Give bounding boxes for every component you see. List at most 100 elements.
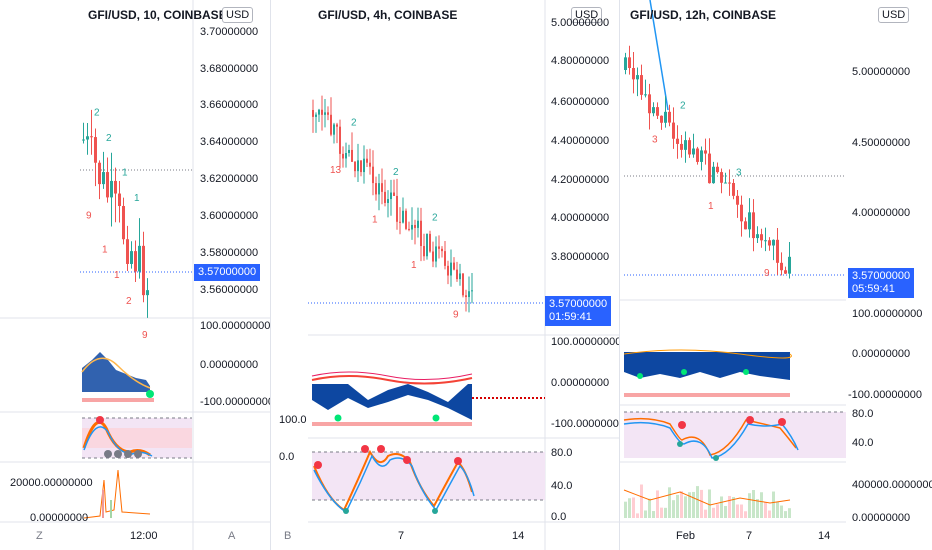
candle-body (106, 172, 109, 198)
price-tick: 4.60000000 (551, 96, 610, 108)
price-tick: 5.00000000 (551, 17, 610, 29)
candle-body (122, 206, 125, 240)
volume-bar (740, 504, 743, 518)
pane-divider[interactable] (270, 0, 271, 550)
td-count-label: 3 (736, 167, 742, 178)
candle-body (414, 224, 416, 228)
volume-tick: 0.00000000 (852, 512, 911, 524)
candle-body (315, 114, 317, 117)
candle-body (708, 153, 711, 184)
volume-bar (672, 500, 675, 518)
volume-bar (716, 504, 719, 518)
candle-body (656, 107, 659, 116)
candle-body (417, 220, 419, 228)
volume-12h (623, 484, 791, 518)
volume-bar (692, 491, 695, 518)
volume-bar (704, 509, 707, 518)
last-price-label: 3.57000000 05:59:41 (848, 268, 915, 298)
candle-body (468, 291, 470, 298)
osc-tick: 100.00000000 (200, 320, 270, 332)
candle-body (441, 248, 443, 252)
osc-tick: 0.00000000 (200, 359, 259, 371)
td-count-label: 2 (432, 213, 438, 224)
volume-bar (768, 510, 771, 518)
candle-body (312, 110, 314, 117)
candle-body (732, 183, 735, 196)
osc-tick: 0.00000000 (852, 348, 911, 360)
candle-body (82, 139, 85, 141)
pane-divider[interactable] (619, 0, 620, 550)
volume-bar (764, 502, 767, 518)
candles-4h: 13 2 1 2 1 2 9 (312, 95, 473, 320)
price-tick: 4.80000000 (551, 55, 610, 67)
candle-body (672, 122, 675, 139)
stoch-tick: 80.0 (852, 408, 874, 420)
candle-body (676, 138, 679, 144)
candle-body (408, 228, 410, 230)
stoch-tick: 0.0 (279, 451, 295, 463)
currency-button-1[interactable]: USD (222, 7, 254, 23)
currency-button-2[interactable]: USD (571, 7, 603, 23)
candle-body (684, 140, 687, 150)
volume-bar (652, 511, 655, 518)
candle-body (692, 148, 695, 155)
chart-pane-10m[interactable]: 9 2 1 2 1 1 2 1 9 GFI/USD, 10, COINBASE USD (0, 0, 270, 550)
candle-body (327, 112, 329, 115)
volume-bar (660, 507, 663, 518)
candle-body (381, 183, 383, 192)
chart-pane-12h[interactable]: 3 2 1 3 9 GFI/USD, 12h, COINBASE Feb 7 14 (620, 0, 846, 550)
price-tick: 4.20000000 (551, 174, 610, 186)
candle-body (740, 204, 743, 222)
last-price-label: 3.57000000 01:59:41 (545, 296, 612, 326)
volume-bar (668, 487, 671, 518)
candle-body (357, 160, 359, 172)
price-tick: 3.66000000 (200, 99, 259, 111)
price-tick: 3.60000000 (200, 210, 259, 222)
candle-body (636, 75, 639, 80)
osc-tick: 100.00000000 (852, 308, 923, 320)
toggle-b-button[interactable]: B (284, 530, 292, 542)
zoom-button[interactable]: Z (36, 530, 43, 542)
candle-body (776, 239, 779, 263)
last-price-value: 3.57000000 (852, 270, 911, 282)
volume-bar (632, 497, 635, 518)
candle-body (345, 152, 347, 159)
chart-pane-4h[interactable]: 13 2 1 2 1 2 9 GFI/USD, 4h, COINBASE 7 14 (308, 0, 619, 550)
volume-bar (696, 486, 699, 518)
candle-body (720, 172, 723, 183)
candle-body (728, 182, 731, 184)
candle-body (438, 246, 440, 249)
volume-bar (688, 492, 691, 518)
osc-tick: -100.00000000 (200, 396, 270, 408)
candle-body (375, 183, 377, 195)
price-tick: 4.00000000 (852, 207, 911, 219)
volume-bar (724, 506, 727, 518)
candle-body (760, 234, 763, 241)
oscillator-12h (623, 349, 792, 397)
candle-body (668, 111, 671, 123)
candle-body (342, 153, 344, 159)
candle-body (369, 162, 371, 167)
td-count-label: 9 (142, 330, 148, 341)
stoch-tick: 0.0 (551, 511, 567, 523)
candle-body (462, 273, 464, 296)
candle-body (351, 149, 353, 162)
price-tick: 4.40000000 (551, 135, 610, 147)
volume-bar (684, 496, 687, 518)
volume-bar (644, 510, 647, 518)
volume-bar (636, 513, 639, 518)
candle-body (102, 172, 105, 185)
volume-bar (656, 490, 659, 518)
candle-body (134, 251, 137, 272)
td-count-label: 1 (134, 193, 140, 204)
currency-button-3[interactable]: USD (878, 7, 910, 23)
osc-tick: 0.00000000 (551, 377, 610, 389)
candle-body (696, 148, 699, 162)
td-count-label: 2 (126, 296, 132, 307)
auto-scale-button[interactable]: A (228, 530, 236, 542)
candle-body (628, 57, 631, 68)
candle-body (459, 273, 461, 280)
candle-body (764, 240, 767, 242)
candle-body (736, 195, 739, 205)
volume-ma-line (623, 489, 791, 506)
